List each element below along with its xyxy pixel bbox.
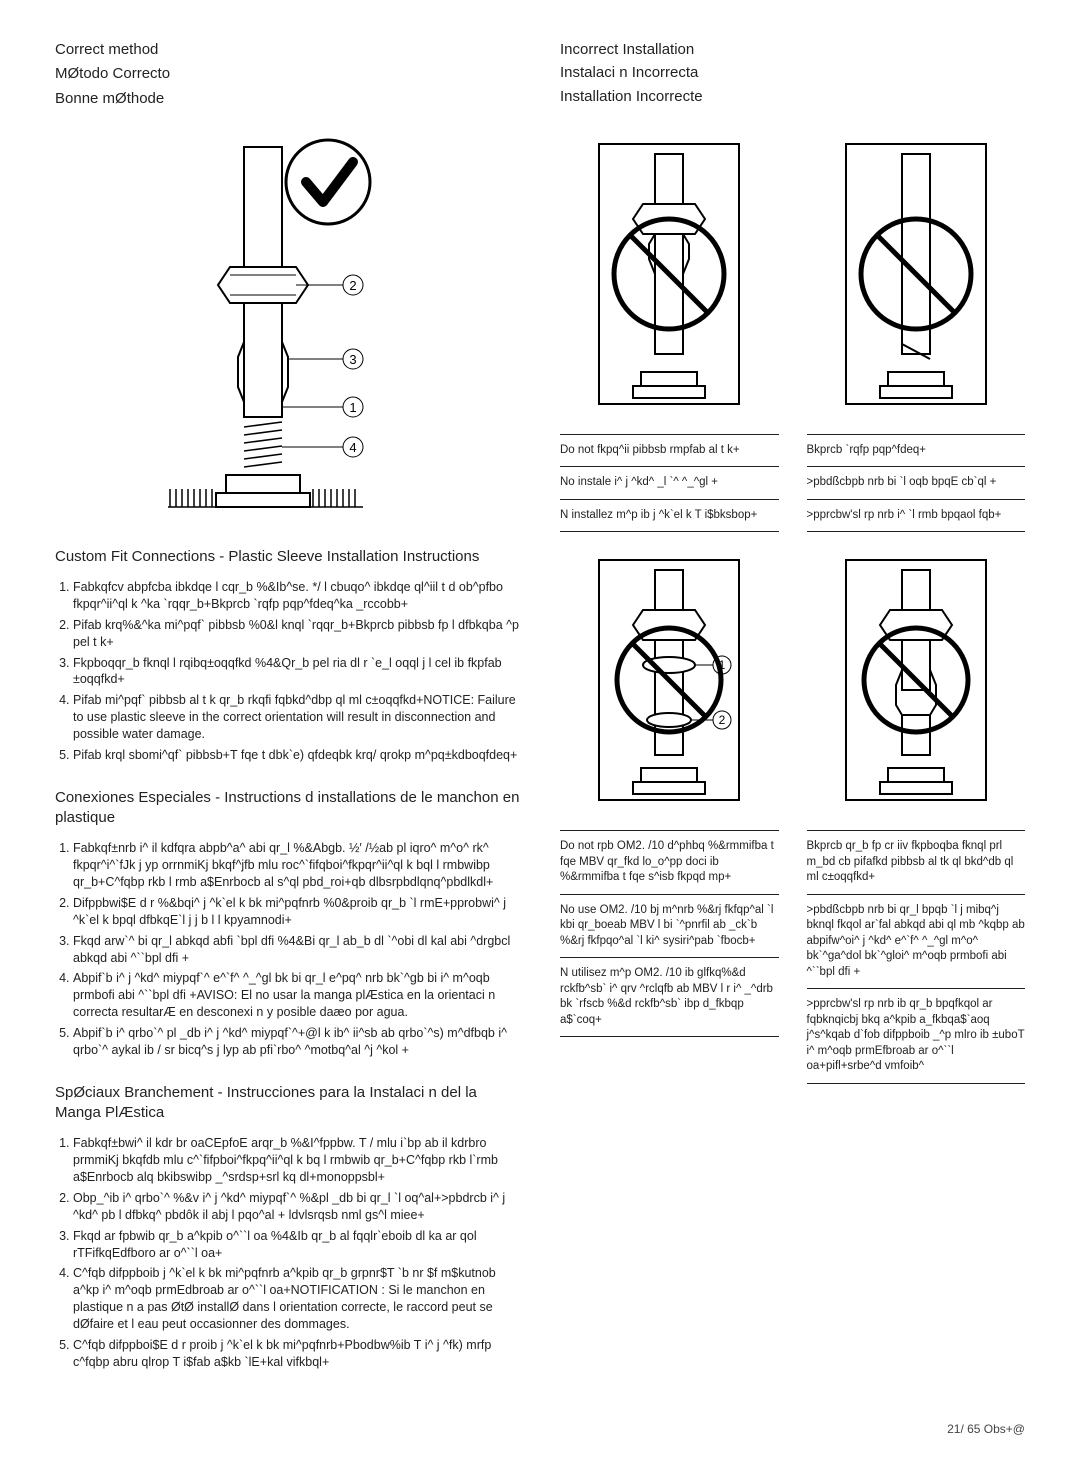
fig2-left: 1 2 (560, 550, 779, 820)
hdr-correct-es: MØtodo Correcto (55, 64, 520, 84)
page: Correct method MØtodo Correcto Bonne mØt… (55, 40, 1025, 1381)
sec1-item: Fabkqfcv abpfcba ibkdqe l cqr_b %&Ib^se.… (73, 579, 520, 613)
sec3-list: Fabkqf±bwi^ il kdr br oaCEpfoE arqr_b %&… (73, 1135, 520, 1370)
fig2-right (807, 550, 1026, 820)
fig2-cap-r2: >pbdßcbpb nrb bi qr_l bpqb `l j mibq^j b… (807, 895, 1026, 990)
left-column: Correct method MØtodo Correcto Bonne mØt… (55, 40, 520, 1381)
hdr-incorrect-en: Incorrect Installation (560, 40, 1025, 60)
fig1-captions: Do not fkpq^ii pibbsb rmpfab al t k+ No … (560, 434, 1025, 533)
sec3-item: Fkqd ar fpbwib qr_b a^kpib o^``l oa %4&I… (73, 1228, 520, 1262)
sec1-item: Pifab krq%&^ka mi^pqf` pibbsb %0&l knql … (73, 617, 520, 651)
fig1-right-svg (836, 134, 996, 414)
fig1-cap-r2: >pbdßcbpb nrb bi `l oqb bpqE cb`ql + (807, 467, 1026, 500)
fig1-cap-l3: N installez m^p ib j ^k`el k T i$bksbop+ (560, 500, 779, 533)
sec2-item: Difppbwi$E d r %&bqi^ j ^k`el k bk mi^pq… (73, 895, 520, 929)
fig2-captions: Do not rpb OM2. /10 d^phbq %&rmmifba t f… (560, 830, 1025, 1084)
sec2-item: Fabkqf±nrb i^ il kdfqra abpb^a^ abi qr_l… (73, 840, 520, 891)
sec3-item: Fabkqf±bwi^ il kdr br oaCEpfoE arqr_b %&… (73, 1135, 520, 1186)
sec1-item: Pifab krql sbomi^qf` pibbsb+T fqe t dbk`… (73, 747, 520, 764)
fig2-cap-l3: N utilisez m^p OM2. /10 ib glfkq%&d rckf… (560, 958, 779, 1037)
sec2-title: Conexiones Especiales - Instructions d i… (55, 788, 520, 829)
fig1-cap-r3: >pprcbw'sl rp nrb i^ `l rmb bpqaol fqb+ (807, 500, 1026, 533)
fig2-cap-r1: Bkprcb qr_b fp cr iiv fkpboqba fknql prl… (807, 839, 1026, 895)
fig1-left (560, 134, 779, 424)
callout-4: 4 (349, 440, 356, 455)
sec1-item: Fkpboqqr_b fknql l rqibq±oqqfkd %4&Qr_b … (73, 655, 520, 689)
right-column: Incorrect Installation Instalaci n Incor… (560, 40, 1025, 1381)
sec1-title: Custom Fit Connections - Plastic Sleeve … (55, 547, 520, 567)
sec2-item: Abpif`b i^ qrbo`^ pl _db i^ j ^kd^ miypq… (73, 1025, 520, 1059)
fig2-callout-2: 2 (719, 713, 726, 727)
left-header: Correct method MØtodo Correcto Bonne mØt… (55, 40, 520, 109)
hdr-correct-fr: Bonne mØthode (55, 89, 520, 109)
fig2-cap-l2: No use OM2. /10 bj m^nrb %&rj fkfqp^al `… (560, 895, 779, 959)
sec3-title: SpØciaux Branchement - Instrucciones par… (55, 1083, 520, 1124)
sec3-item: C^fqb difppboi$E d r proib j ^k`el k bk … (73, 1337, 520, 1371)
correct-diagram: 2 3 1 4 (55, 127, 520, 517)
callout-3: 3 (349, 352, 356, 367)
sec2-list: Fabkqf±nrb i^ il kdfqra abpb^a^ abi qr_l… (73, 840, 520, 1059)
fig-row-1 (560, 134, 1025, 424)
fig2-right-svg (836, 550, 996, 810)
fig1-right (807, 134, 1026, 424)
fig2-cap-r3: >pprcbw'sl rp nrb ib qr_b bpqfkqol ar fq… (807, 989, 1026, 1084)
fig-row-2: 1 2 (560, 550, 1025, 820)
sec2-item: Fkqd arw`^ bi qr_l abkqd abfi `bpl dfi %… (73, 933, 520, 967)
sec1-item: Pifab mi^pqf` pibbsb al t k qr_b rkqfi f… (73, 692, 520, 743)
fig1-cap-l1: Do not fkpq^ii pibbsb rmpfab al t k+ (560, 443, 779, 468)
fig1-cap-l2: No instale i^ j ^kd^ _l `^ ^_^gl + (560, 467, 779, 500)
sec3-item: Obp_^ib i^ qrbo`^ %&v i^ j ^kd^ miypqf`^… (73, 1190, 520, 1224)
fig1-left-svg (589, 134, 749, 414)
right-header: Incorrect Installation Instalaci n Incor… (560, 40, 1025, 110)
sec3-item: C^fqb difppboib j ^k`el k bk mi^pqfnrb a… (73, 1265, 520, 1333)
hdr-incorrect-fr: Installation Incorrecte (560, 87, 1025, 107)
fig2-cap-l1: Do not rpb OM2. /10 d^phbq %&rmmifba t f… (560, 839, 779, 895)
callout-1: 1 (349, 400, 356, 415)
sec1-list: Fabkqfcv abpfcba ibkdqe l cqr_b %&Ib^se.… (73, 579, 520, 764)
fig1-cap-r1: Bkprcb `rqfp pqp^fdeq+ (807, 443, 1026, 468)
sec2-item: Abpif`b i^ j ^kd^ miypqf`^ e^`f^ ^_^gl b… (73, 970, 520, 1021)
page-footer: 21/ 65 Obs+@ (55, 1421, 1025, 1437)
callout-2: 2 (349, 278, 356, 293)
correct-svg: 2 3 1 4 (148, 127, 428, 517)
hdr-incorrect-es: Instalaci n Incorrecta (560, 63, 1025, 83)
hdr-correct-en: Correct method (55, 40, 520, 60)
fig2-left-svg: 1 2 (589, 550, 749, 810)
